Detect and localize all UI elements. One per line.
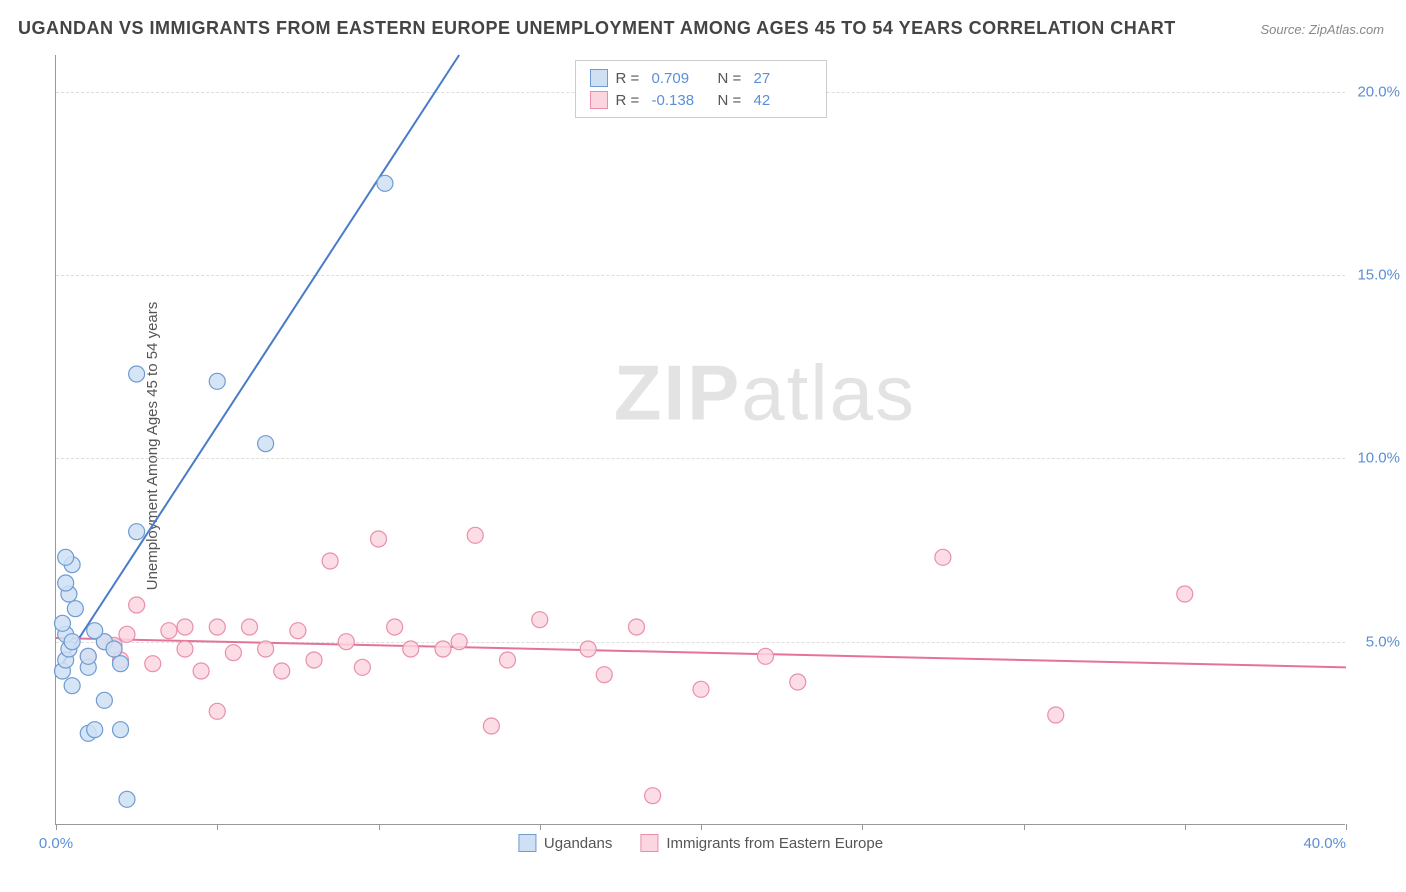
data-point-1 — [387, 619, 403, 635]
data-point-0 — [80, 648, 96, 664]
data-point-1 — [403, 641, 419, 657]
correlation-legend: R = 0.709 N = 27 R = -0.138 N = 42 — [575, 60, 827, 118]
x-tick — [862, 824, 863, 830]
data-point-1 — [371, 531, 387, 547]
n-label: N = — [718, 92, 746, 109]
data-point-0 — [54, 615, 70, 631]
data-point-0 — [129, 524, 145, 540]
data-point-1 — [338, 634, 354, 650]
data-point-1 — [1177, 586, 1193, 602]
data-point-1 — [596, 667, 612, 683]
legend-row-series-1: R = -0.138 N = 42 — [590, 89, 812, 111]
r-label: R = — [616, 92, 644, 109]
data-point-0 — [209, 373, 225, 389]
data-point-1 — [483, 718, 499, 734]
series-legend: Ugandans Immigrants from Eastern Europe — [518, 834, 883, 852]
y-tick-label: 20.0% — [1350, 83, 1400, 100]
data-point-1 — [451, 634, 467, 650]
data-point-0 — [64, 678, 80, 694]
trend-line-0 — [62, 55, 459, 664]
data-point-0 — [258, 436, 274, 452]
data-point-1 — [629, 619, 645, 635]
data-point-1 — [225, 645, 241, 661]
data-point-0 — [377, 175, 393, 191]
swatch-series-0-b — [518, 834, 536, 852]
x-tick — [701, 824, 702, 830]
series-name-1: Immigrants from Eastern Europe — [666, 835, 883, 852]
data-point-1 — [435, 641, 451, 657]
r-value-1: -0.138 — [652, 92, 710, 109]
data-point-0 — [87, 623, 103, 639]
n-label: N = — [718, 70, 746, 87]
data-point-1 — [209, 703, 225, 719]
y-tick-label: 5.0% — [1350, 633, 1400, 650]
data-point-1 — [758, 648, 774, 664]
data-point-0 — [119, 791, 135, 807]
swatch-series-0 — [590, 69, 608, 87]
data-point-1 — [242, 619, 258, 635]
data-point-1 — [274, 663, 290, 679]
data-point-0 — [87, 722, 103, 738]
plot-area: ZIPatlas R = 0.709 N = 27 R = -0.138 N =… — [55, 55, 1345, 825]
swatch-series-1 — [590, 91, 608, 109]
trend-line-1 — [56, 638, 1346, 667]
data-point-1 — [258, 641, 274, 657]
data-point-1 — [161, 623, 177, 639]
data-point-0 — [58, 549, 74, 565]
data-point-1 — [177, 641, 193, 657]
data-point-0 — [64, 634, 80, 650]
data-point-1 — [580, 641, 596, 657]
data-point-1 — [129, 597, 145, 613]
data-point-1 — [209, 619, 225, 635]
series-name-0: Ugandans — [544, 835, 612, 852]
data-point-0 — [113, 656, 129, 672]
data-point-1 — [177, 619, 193, 635]
chart-svg — [56, 55, 1345, 824]
chart-title: UGANDAN VS IMMIGRANTS FROM EASTERN EUROP… — [18, 18, 1176, 39]
n-value-1: 42 — [754, 92, 812, 109]
r-value-0: 0.709 — [652, 70, 710, 87]
data-point-0 — [129, 366, 145, 382]
y-tick-label: 10.0% — [1350, 450, 1400, 467]
data-point-1 — [500, 652, 516, 668]
swatch-series-1-b — [640, 834, 658, 852]
data-point-1 — [790, 674, 806, 690]
x-tick — [1346, 824, 1347, 830]
data-point-1 — [322, 553, 338, 569]
data-point-1 — [935, 549, 951, 565]
r-label: R = — [616, 70, 644, 87]
data-point-1 — [119, 626, 135, 642]
legend-item-0: Ugandans — [518, 834, 612, 852]
x-tick-label: 0.0% — [39, 835, 73, 852]
y-tick-label: 15.0% — [1350, 267, 1400, 284]
legend-item-1: Immigrants from Eastern Europe — [640, 834, 883, 852]
data-point-1 — [1048, 707, 1064, 723]
data-point-1 — [306, 652, 322, 668]
data-point-1 — [467, 527, 483, 543]
data-point-1 — [290, 623, 306, 639]
x-tick — [1185, 824, 1186, 830]
x-tick-label: 40.0% — [1303, 835, 1346, 852]
data-point-0 — [113, 722, 129, 738]
data-point-1 — [354, 659, 370, 675]
data-point-0 — [58, 575, 74, 591]
data-point-1 — [693, 681, 709, 697]
x-tick — [56, 824, 57, 830]
data-point-1 — [645, 788, 661, 804]
x-tick — [379, 824, 380, 830]
data-point-1 — [193, 663, 209, 679]
n-value-0: 27 — [754, 70, 812, 87]
source-attribution: Source: ZipAtlas.com — [1260, 22, 1384, 37]
data-point-0 — [67, 601, 83, 617]
data-point-0 — [106, 641, 122, 657]
data-point-1 — [532, 612, 548, 628]
legend-row-series-0: R = 0.709 N = 27 — [590, 67, 812, 89]
x-tick — [1024, 824, 1025, 830]
x-tick — [540, 824, 541, 830]
x-tick — [217, 824, 218, 830]
data-point-1 — [145, 656, 161, 672]
data-point-0 — [96, 692, 112, 708]
